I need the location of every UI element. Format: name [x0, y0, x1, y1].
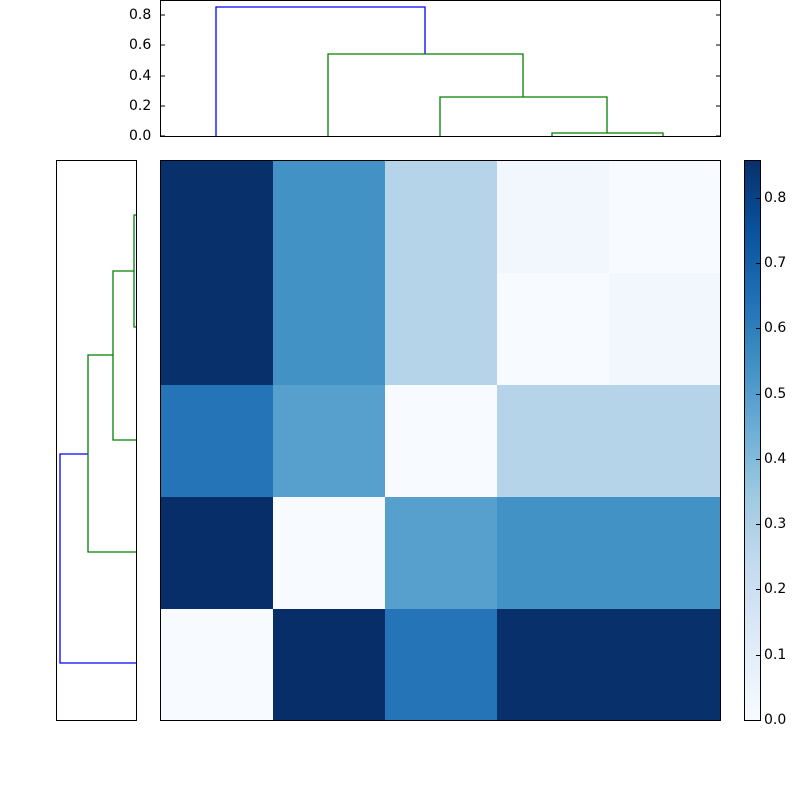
heatmap-cell — [497, 273, 609, 385]
y-tick-label: 0.0 — [129, 128, 152, 144]
heatmap-cell — [161, 609, 273, 720]
heatmap-cell — [385, 161, 497, 273]
colorbar-tick — [756, 720, 761, 721]
heatmap-cell — [609, 497, 720, 609]
heatmap-cell — [497, 497, 609, 609]
colorbar-tick-label: 0.0 — [764, 712, 787, 728]
heatmap-cell — [273, 609, 385, 720]
colorbar — [744, 160, 761, 721]
heatmap-cell — [609, 273, 720, 385]
colorbar-tick-label: 0.7 — [764, 254, 787, 271]
heatmap-cell — [497, 609, 609, 720]
colorbar-tick — [756, 524, 761, 526]
heatmap-cell — [273, 273, 385, 385]
colorbar-tick — [756, 458, 761, 460]
heatmap-cell — [385, 497, 497, 609]
colorbar-tick-label: 0.2 — [764, 581, 787, 598]
heatmap — [160, 160, 721, 721]
y-tick-label: 0.8 — [129, 7, 152, 23]
heatmap-cell — [609, 385, 720, 497]
heatmap-cell — [385, 273, 497, 385]
colorbar-tick-label: 0.3 — [764, 516, 787, 533]
y-tick-label: 0.4 — [129, 68, 152, 84]
top-dendrogram — [160, 6, 721, 137]
colorbar-tick-label: 0.5 — [764, 385, 787, 402]
heatmap-cell — [497, 161, 609, 273]
colorbar-tick-label: 0.6 — [764, 320, 787, 337]
colorbar-tick — [756, 393, 761, 395]
colorbar-tick-label: 0.4 — [764, 450, 787, 467]
colorbar-tick-label: 0.1 — [764, 646, 787, 663]
colorbar-tick-label: 0.8 — [764, 189, 787, 206]
colorbar-tick — [756, 328, 761, 330]
heatmap-cell — [161, 161, 273, 273]
colorbar-tick — [756, 262, 761, 264]
heatmap-cell — [609, 609, 720, 720]
heatmap-cell — [273, 385, 385, 497]
colorbar-tick — [756, 197, 761, 199]
heatmap-cell — [273, 161, 385, 273]
y-tick-label: 0.2 — [129, 98, 152, 114]
heatmap-cell — [385, 385, 497, 497]
y-tick-label: 0.6 — [129, 37, 152, 53]
heatmap-cell — [385, 609, 497, 720]
heatmap-cell — [497, 385, 609, 497]
colorbar-tick — [756, 654, 761, 656]
heatmap-cell — [273, 497, 385, 609]
heatmap-cell — [609, 161, 720, 273]
heatmap-cell — [161, 497, 273, 609]
heatmap-cell — [161, 385, 273, 497]
colorbar-tick — [756, 589, 761, 591]
heatmap-cell — [161, 273, 273, 385]
